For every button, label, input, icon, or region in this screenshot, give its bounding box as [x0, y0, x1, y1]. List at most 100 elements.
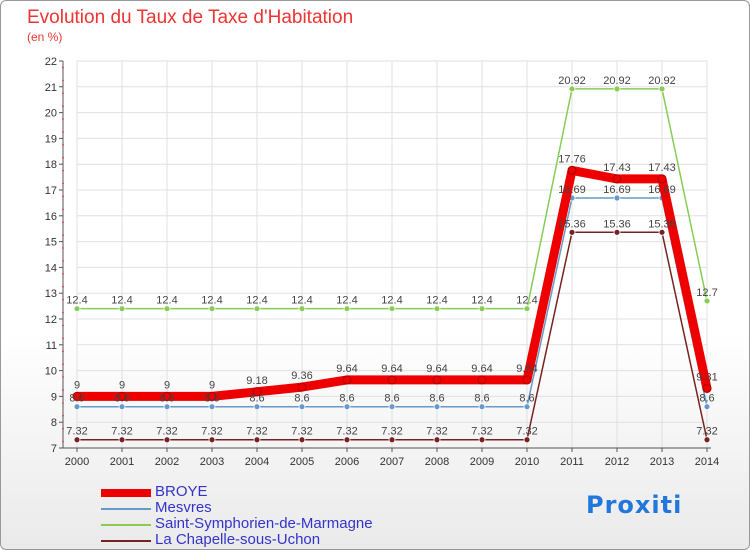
- data-point-la-chapelle-sous-uchon-2009: [478, 436, 486, 444]
- data-label-saint-symphorien-de-marmagne-2014: 12.7: [696, 287, 717, 299]
- data-label-saint-symphorien-de-marmagne-2007: 12.4: [381, 295, 402, 307]
- chart-subtitle: (en %): [27, 30, 63, 44]
- y-minor-tick: [62, 131, 64, 133]
- y-tick-label-9: 9: [51, 391, 57, 403]
- data-label-mesvres-2004: 8.6: [249, 393, 264, 405]
- brand-logo: Proxiti: [586, 491, 683, 519]
- data-point-saint-symphorien-de-marmagne-2014: [703, 297, 711, 305]
- data-point-mesvres-2008: [433, 403, 441, 411]
- legend-item-la-chapelle: La Chapelle-sous-Uchon: [101, 531, 421, 549]
- legend-swatch-la-chapelle: [101, 540, 151, 542]
- data-label-saint-symphorien-de-marmagne-2004: 12.4: [246, 295, 267, 307]
- data-point-la-chapelle-sous-uchon-2010: [523, 436, 531, 444]
- data-point-la-chapelle-sous-uchon-2004: [253, 436, 261, 444]
- data-point-broye-2011: [567, 165, 577, 175]
- data-point-saint-symphorien-de-marmagne-2006: [343, 305, 351, 313]
- x-tick-label-2011: 2011: [560, 456, 584, 468]
- data-label-la-chapelle-sous-uchon-2003: 7.32: [201, 426, 222, 438]
- legend-item-broye: BROYE: [101, 483, 421, 501]
- legend-label-saint-symphorien: Saint-Symphorien-de-Marmagne: [155, 515, 373, 532]
- data-label-saint-symphorien-de-marmagne-2013: 20.92: [648, 75, 676, 87]
- data-point-saint-symphorien-de-marmagne-2013: [658, 85, 666, 93]
- data-point-saint-symphorien-de-marmagne-2000: [73, 305, 81, 313]
- data-label-la-chapelle-sous-uchon-2011: 15.36: [558, 218, 586, 230]
- y-tick-label-16: 16: [45, 211, 57, 223]
- data-point-broye-2006: [342, 375, 352, 385]
- data-label-broye-2009: 9.64: [471, 363, 492, 375]
- y-minor-tick: [62, 221, 64, 224]
- y-tick-label-7: 7: [51, 443, 57, 455]
- data-point-broye-2008: [432, 375, 442, 385]
- y-minor-tick: [62, 118, 64, 120]
- data-point-broye-2005: [297, 382, 307, 392]
- data-point-broye-2010: [522, 375, 532, 385]
- data-label-broye-2007: 9.64: [381, 363, 402, 375]
- data-label-broye-2003: 9: [209, 379, 215, 391]
- x-tick-label-2004: 2004: [245, 456, 269, 468]
- legend-item-saint-symphorien: Saint-Symphorien-de-Marmagne: [101, 515, 421, 533]
- y-tick-label-14: 14: [45, 262, 57, 274]
- data-point-la-chapelle-sous-uchon-2006: [343, 436, 351, 444]
- data-label-saint-symphorien-de-marmagne-2006: 12.4: [336, 295, 357, 307]
- data-label-broye-2001: 9: [119, 379, 125, 391]
- y-minor-tick: [62, 350, 64, 353]
- x-tick-label-2008: 2008: [425, 456, 449, 468]
- y-tick-label-17: 17: [45, 185, 57, 197]
- y-tick-label-12: 12: [45, 314, 57, 326]
- data-label-mesvres-2007: 8.6: [384, 393, 399, 405]
- data-point-la-chapelle-sous-uchon-2001: [118, 436, 126, 444]
- y-minor-tick: [62, 66, 64, 69]
- y-minor-tick: [62, 427, 64, 430]
- data-point-saint-symphorien-de-marmagne-2002: [163, 305, 171, 313]
- y-minor-tick: [62, 234, 64, 237]
- data-label-mesvres-2001: 8.6: [114, 393, 129, 405]
- data-point-la-chapelle-sous-uchon-2000: [73, 436, 81, 444]
- data-point-la-chapelle-sous-uchon-2002: [163, 436, 171, 444]
- legend-item-mesvres: Mesvres: [101, 499, 421, 517]
- data-label-saint-symphorien-de-marmagne-2011: 20.92: [558, 75, 586, 87]
- x-tick-label-2003: 2003: [200, 456, 224, 468]
- y-tick-label-8: 8: [51, 417, 57, 429]
- data-label-la-chapelle-sous-uchon-2013: 15.36: [648, 218, 676, 230]
- data-label-mesvres-2014: 8.6: [699, 393, 714, 405]
- data-label-mesvres-2006: 8.6: [339, 393, 354, 405]
- data-label-mesvres-2000: 8.6: [69, 393, 84, 405]
- y-tick-label-20: 20: [45, 108, 57, 120]
- x-tick-label-2006: 2006: [335, 456, 359, 468]
- data-point-la-chapelle-sous-uchon-2013: [658, 228, 666, 236]
- data-label-mesvres-2005: 8.6: [294, 393, 309, 405]
- x-tick-label-2014: 2014: [695, 456, 719, 468]
- data-label-mesvres-2013: 16.69: [648, 184, 676, 196]
- data-label-broye-2012: 17.43: [603, 162, 631, 174]
- data-point-mesvres-2006: [343, 403, 351, 411]
- data-label-saint-symphorien-de-marmagne-2003: 12.4: [201, 295, 222, 307]
- data-label-la-chapelle-sous-uchon-2002: 7.32: [156, 426, 177, 438]
- legend-swatch-mesvres: [101, 508, 151, 510]
- y-minor-tick: [62, 92, 64, 95]
- data-point-mesvres-2012: [613, 194, 621, 202]
- data-point-mesvres-2002: [163, 403, 171, 411]
- y-tick-label-15: 15: [45, 237, 57, 249]
- data-point-broye-2009: [477, 375, 487, 385]
- data-point-saint-symphorien-de-marmagne-2003: [208, 305, 216, 313]
- data-point-mesvres-2014: [703, 403, 711, 411]
- data-label-mesvres-2011: 16.69: [558, 184, 586, 196]
- x-tick-label-2009: 2009: [470, 456, 494, 468]
- data-label-la-chapelle-sous-uchon-2014: 7.32: [696, 426, 717, 438]
- y-tick-label-21: 21: [45, 82, 57, 94]
- y-tick-label-19: 19: [45, 133, 57, 145]
- data-point-broye-2013: [657, 174, 667, 184]
- data-point-mesvres-2010: [523, 403, 531, 411]
- y-minor-tick: [62, 389, 64, 391]
- data-point-mesvres-2007: [388, 403, 396, 411]
- data-point-la-chapelle-sous-uchon-2007: [388, 436, 396, 444]
- data-label-saint-symphorien-de-marmagne-2010: 12.4: [516, 295, 537, 307]
- data-label-la-chapelle-sous-uchon-2005: 7.32: [291, 426, 312, 438]
- data-point-saint-symphorien-de-marmagne-2009: [478, 305, 486, 313]
- data-label-saint-symphorien-de-marmagne-2000: 12.4: [66, 295, 87, 307]
- data-label-broye-2010: 9.64: [516, 363, 537, 375]
- legend-label-broye: BROYE: [155, 483, 208, 500]
- data-point-mesvres-2005: [298, 403, 306, 411]
